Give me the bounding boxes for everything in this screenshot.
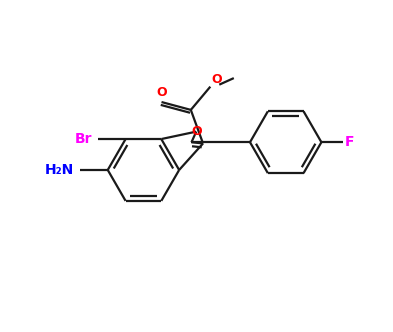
Text: O: O	[191, 125, 202, 138]
Text: O: O	[211, 73, 222, 86]
Text: F: F	[345, 135, 355, 149]
Text: Br: Br	[74, 132, 92, 146]
Text: H₂N: H₂N	[45, 163, 74, 177]
Text: O: O	[156, 86, 167, 99]
